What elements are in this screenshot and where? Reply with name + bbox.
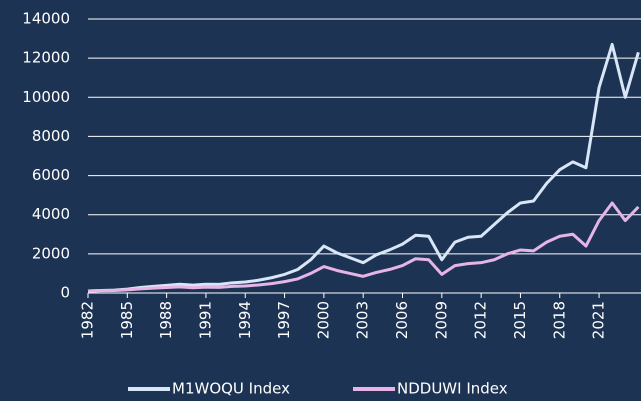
x-tick-label: 2000 (314, 301, 332, 339)
series-line (87, 42, 640, 293)
y-tick-label: 2000 (32, 244, 70, 262)
x-tick-label: 1985 (118, 301, 136, 339)
x-tick-label: 2006 (393, 301, 411, 339)
x-tick-label: 1997 (275, 301, 293, 339)
x-tick-label: 1991 (196, 301, 214, 339)
x-tick-label: 1982 (79, 301, 97, 339)
y-tick-label: 12000 (22, 49, 70, 67)
x-tick-label: 2021 (590, 301, 608, 339)
legend-label: NDDUWI Index (397, 380, 508, 398)
y-tick-label: 10000 (22, 88, 70, 106)
x-tick-label: 2003 (354, 301, 372, 339)
series-line (87, 201, 640, 293)
x-tick-label: 2018 (550, 301, 568, 339)
y-tick-label: 6000 (32, 166, 70, 184)
x-tick-label: 2015 (511, 301, 529, 339)
x-tick-label: 2012 (472, 301, 490, 339)
x-tick-label: 1988 (157, 301, 175, 339)
y-tick-label: 14000 (22, 10, 70, 28)
x-tick-label: 2009 (432, 301, 450, 339)
legend-label: M1WOQU Index (172, 380, 290, 398)
y-tick-label: 4000 (32, 205, 70, 223)
y-tick-label: 8000 (32, 127, 70, 145)
y-tick-label: 0 (60, 284, 70, 302)
x-tick-label: 1994 (236, 301, 254, 339)
